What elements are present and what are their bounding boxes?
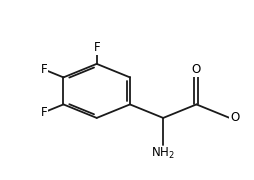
- Text: F: F: [93, 41, 100, 54]
- Text: F: F: [41, 106, 47, 119]
- Text: O: O: [192, 63, 201, 76]
- Text: F: F: [41, 63, 47, 76]
- Text: O: O: [231, 111, 240, 124]
- Text: NH$_2$: NH$_2$: [151, 146, 175, 161]
